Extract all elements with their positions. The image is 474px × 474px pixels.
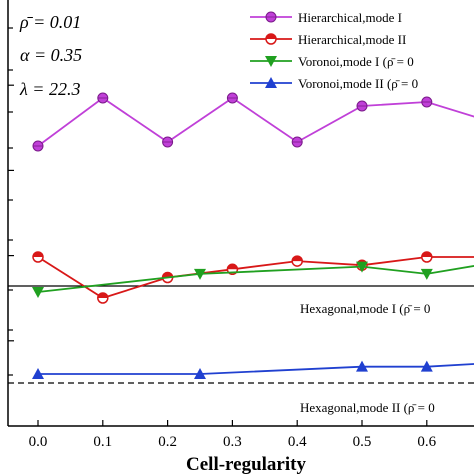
data-point: [194, 268, 206, 280]
data-point-fill: [292, 256, 303, 262]
series-line: [38, 363, 474, 375]
data-point: [356, 360, 368, 372]
parameter-label: α = 0.35: [20, 45, 82, 65]
x-tick-label: 0.1: [93, 434, 112, 450]
legend: Hierarchical,mode I Hierarchical,mode II V…: [250, 10, 418, 91]
parameter-label: ρ̄ = 0.01: [19, 12, 81, 32]
data-point-fill: [227, 264, 238, 270]
legend-marker-fill: [266, 34, 276, 39]
plot-area: 0.0 0.1 0.2 0.3 0.4 0.5 0.6 Cell-regularity Hexa…: [7, 0, 474, 474]
legend-marker: [265, 56, 277, 67]
data-point: [32, 287, 44, 298]
x-tick-label: 0.5: [353, 434, 372, 450]
x-tick-label: 0.3: [223, 434, 242, 450]
legend-label: Voronoi,mode I (ρ̄ = 0: [298, 54, 414, 69]
data-point: [32, 368, 44, 379]
x-tick-label: 0.4: [288, 434, 307, 450]
data-point-fill: [33, 252, 43, 257]
data-point-fill: [97, 293, 108, 298]
series-line: [37, 265, 474, 293]
data-point: [356, 261, 368, 273]
series-line: [37, 256, 474, 299]
legend-label: Hierarchical,mode II: [298, 32, 406, 47]
data-point: [194, 368, 206, 379]
legend-label: Hierarchical,mode I: [298, 10, 402, 25]
x-tick-label: 0.2: [158, 434, 177, 450]
x-tick-label: 0.6: [417, 434, 436, 450]
series-line: [37, 96, 474, 147]
x-tick-label: 0.0: [29, 434, 48, 450]
parameter-label: λ = 22.3: [19, 79, 80, 99]
reference-line-label: Hexagonal,mode I (ρ̄ = 0: [300, 301, 430, 316]
data-point-fill: [421, 252, 432, 257]
data-point: [420, 268, 433, 280]
x-axis-label: Cell-regularity: [186, 454, 306, 474]
legend-marker: [265, 77, 277, 88]
data-point: [420, 360, 433, 372]
legend-label: Voronoi,mode II (ρ̄ = 0: [298, 76, 418, 91]
data-point-fill: [162, 272, 173, 278]
plot-clip-group: Hexagonal,mode I (ρ̄ = 0 Hexagonal,mode I…: [8, 92, 474, 415]
reference-line-label: Hexagonal,mode II (ρ̄ = 0: [300, 400, 435, 415]
